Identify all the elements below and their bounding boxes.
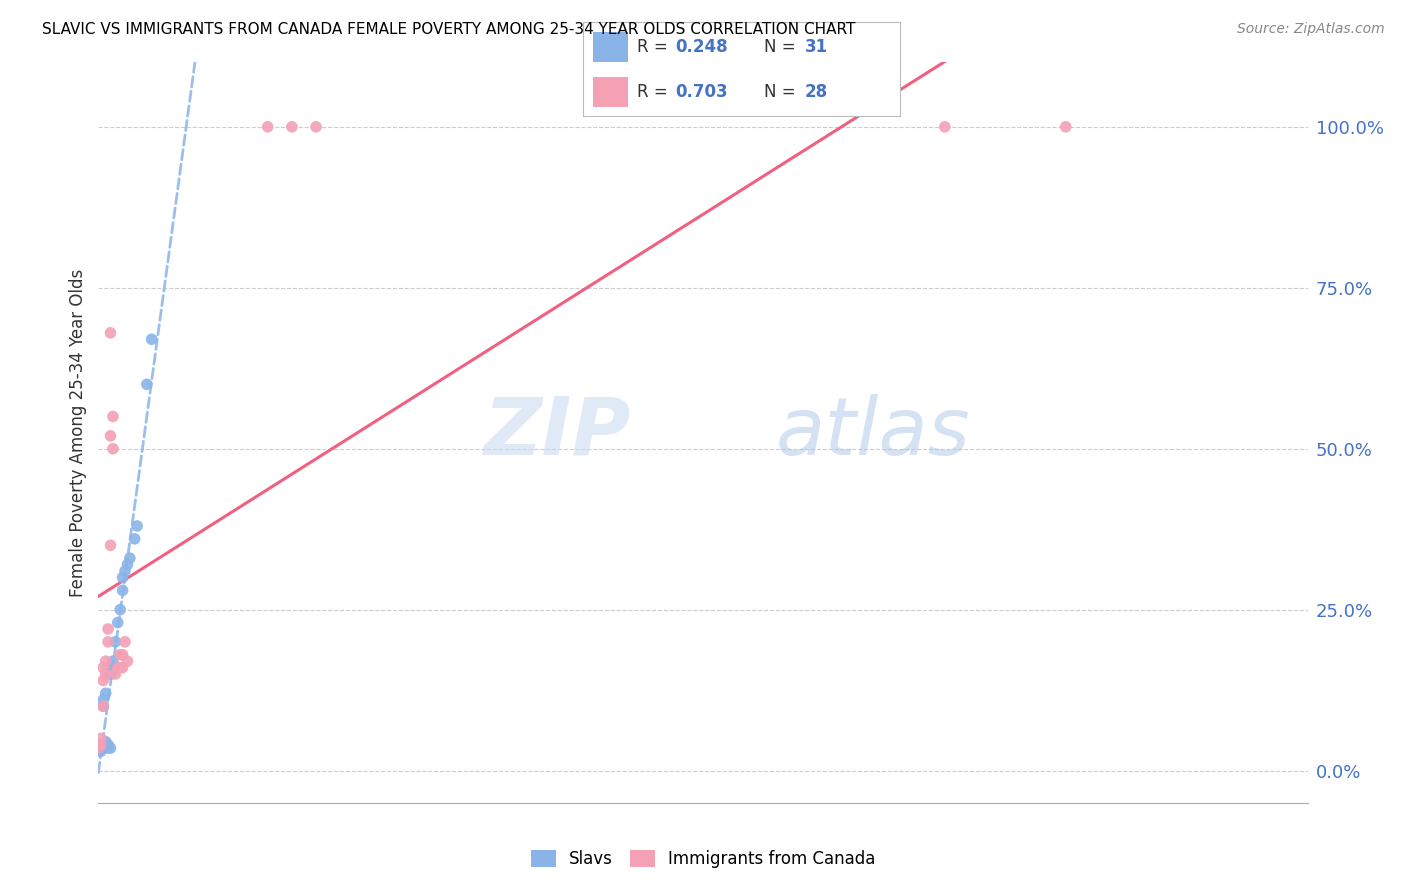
Text: R =: R = [637,37,673,55]
Point [114,635,136,649]
Point [101,409,124,424]
Point [100,741,122,756]
Text: 28: 28 [804,83,828,101]
Point [91,699,114,714]
Point [117,558,139,572]
Point [87,744,110,758]
Legend: Slavs, Immigrants from Canada: Slavs, Immigrants from Canada [524,843,882,875]
Point [91,738,114,752]
Point [90,738,112,752]
Point [100,429,122,443]
Point [108,602,131,616]
Point [117,654,139,668]
Point [111,648,134,662]
Point [90,744,112,758]
Point [100,326,122,340]
Point [91,673,114,688]
FancyBboxPatch shape [593,32,627,62]
Point [1054,120,1077,134]
Text: Source: ZipAtlas.com: Source: ZipAtlas.com [1237,22,1385,37]
Point [94,734,117,748]
Point [87,741,110,756]
Point [94,686,117,700]
Text: N =: N = [763,37,800,55]
Point [108,660,131,674]
Y-axis label: Female Poverty Among 25-34 Year Olds: Female Poverty Among 25-34 Year Olds [69,268,87,597]
Point [111,583,134,598]
Point [90,738,112,752]
Point [107,615,129,630]
Point [87,741,110,756]
Point [107,660,129,674]
Point [94,667,117,681]
Point [104,635,127,649]
Point [100,538,122,552]
Point [91,693,114,707]
Text: R =: R = [637,83,673,101]
Point [101,660,124,674]
Point [101,654,124,668]
Text: atlas: atlas [776,393,970,472]
Text: N =: N = [763,83,800,101]
Point [141,332,163,346]
Point [111,660,134,674]
Point [94,654,117,668]
Point [97,635,120,649]
Point [87,738,110,752]
Point [91,660,114,674]
Point [118,551,141,566]
Point [114,564,136,578]
Point [91,741,114,756]
Point [97,738,120,752]
Text: 0.703: 0.703 [675,83,728,101]
Point [256,120,278,134]
Point [94,738,117,752]
Point [100,667,122,681]
Point [91,699,114,714]
Point [111,570,134,584]
Point [90,731,112,746]
Text: ZIP: ZIP [484,393,630,472]
Point [97,741,120,756]
Text: 0.248: 0.248 [675,37,728,55]
Point [135,377,157,392]
Point [281,120,304,134]
Point [101,442,124,456]
FancyBboxPatch shape [593,77,627,107]
Point [97,622,120,636]
Point [90,741,112,756]
Point [104,667,127,681]
Point [108,648,131,662]
Text: 31: 31 [804,37,828,55]
Point [124,532,146,546]
Text: SLAVIC VS IMMIGRANTS FROM CANADA FEMALE POVERTY AMONG 25-34 YEAR OLDS CORRELATIO: SLAVIC VS IMMIGRANTS FROM CANADA FEMALE … [42,22,856,37]
Point [127,519,149,533]
Point [305,120,328,134]
Point [934,120,956,134]
